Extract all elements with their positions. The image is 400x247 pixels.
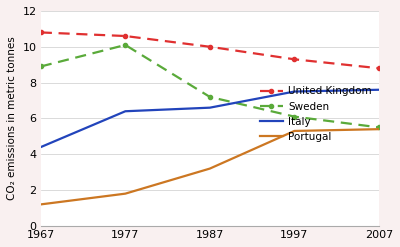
Sweden <box>208 95 212 98</box>
Italy <box>38 145 43 148</box>
Italy <box>376 88 381 91</box>
Portugal <box>208 167 212 170</box>
United Kingdom <box>208 45 212 48</box>
Line: Portugal: Portugal <box>41 129 379 205</box>
Line: United Kingdom: United Kingdom <box>39 30 381 70</box>
Line: Sweden: Sweden <box>39 43 381 129</box>
Italy <box>123 110 128 113</box>
Sweden <box>292 115 297 118</box>
United Kingdom <box>376 67 381 70</box>
United Kingdom <box>123 35 128 38</box>
Portugal <box>292 129 297 132</box>
Portugal <box>376 128 381 131</box>
Sweden <box>123 43 128 46</box>
United Kingdom <box>292 58 297 61</box>
Line: Italy: Italy <box>41 90 379 147</box>
Sweden <box>376 126 381 129</box>
Legend: United Kingdom, Sweden, Italy, Portugal: United Kingdom, Sweden, Italy, Portugal <box>256 82 376 146</box>
Y-axis label: CO₂ emissions in metric tonnes: CO₂ emissions in metric tonnes <box>7 37 17 200</box>
Italy <box>292 90 297 93</box>
Italy <box>208 106 212 109</box>
Sweden <box>38 65 43 68</box>
Portugal <box>38 203 43 206</box>
United Kingdom <box>38 31 43 34</box>
Portugal <box>123 192 128 195</box>
